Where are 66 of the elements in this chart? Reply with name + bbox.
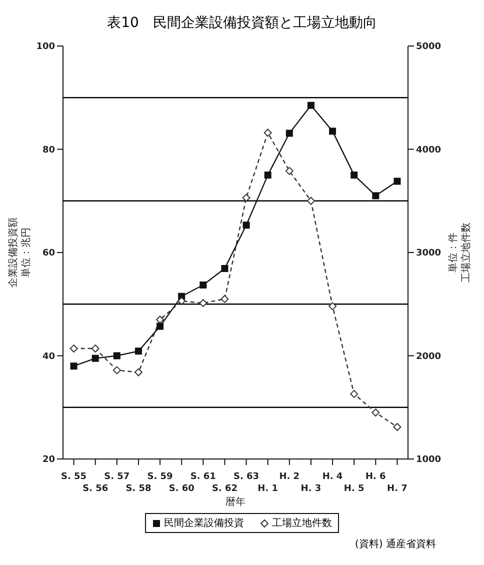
- x-tick-label: S. 56: [82, 484, 108, 494]
- point: [134, 348, 142, 355]
- point: [200, 282, 207, 289]
- point: [220, 294, 229, 303]
- point: [329, 128, 336, 135]
- point: [221, 265, 228, 272]
- y-tick-label: 40: [42, 352, 55, 362]
- y2-tick-label: 4000: [416, 145, 442, 156]
- point: [70, 344, 78, 353]
- point: [199, 299, 208, 308]
- x-tick-label: S. 63: [234, 472, 260, 482]
- point: [113, 352, 120, 360]
- chart-title: 表10 民間企業設備投資額と工場立地動向: [106, 14, 378, 33]
- x-tick-label: H. 1: [258, 484, 278, 494]
- text: (資料) 通産省資料: [354, 538, 437, 551]
- point: [70, 362, 78, 370]
- point: [285, 166, 294, 175]
- y2-tick-label: 1000: [416, 455, 442, 466]
- legend-label: 工場立地件数: [272, 516, 332, 530]
- point: [306, 196, 315, 205]
- point: [91, 344, 100, 353]
- point: [156, 316, 164, 324]
- point: [92, 354, 99, 362]
- x-axis-title: 暦年: [226, 496, 246, 508]
- x-tick-label: H. 7: [387, 484, 408, 494]
- x-tick-label: H. 4: [322, 472, 343, 482]
- x-tick-label: S. 55: [61, 472, 87, 482]
- x-tick-label: S. 59: [147, 472, 173, 482]
- x-tick-label: H. 5: [344, 484, 364, 494]
- x-tick-label: S. 62: [212, 484, 238, 494]
- point: [307, 102, 314, 109]
- y-tick-label: 60: [42, 248, 55, 259]
- point: [394, 178, 401, 185]
- y-axis-title: 企業設備投資額: [7, 218, 19, 288]
- text: 単位：件: [447, 232, 459, 272]
- y2-tick-label: 5000: [416, 42, 442, 52]
- point: [264, 172, 272, 179]
- x-tick-label: S. 58: [126, 484, 152, 494]
- y-tick-label: 80: [42, 145, 55, 156]
- point: [372, 192, 380, 200]
- legend-label: 民間企業設備投資: [164, 516, 244, 530]
- point: [156, 322, 164, 330]
- y2-tick-label: 2000: [416, 352, 442, 362]
- x-tick-label: S. 57: [104, 472, 130, 482]
- point: [264, 128, 272, 137]
- text: 単位：兆円: [20, 228, 32, 278]
- point: [350, 172, 358, 179]
- point: [372, 408, 380, 417]
- x-tick-label: S. 61: [190, 472, 216, 482]
- y-tick-label: 100: [36, 42, 55, 52]
- point: [286, 130, 293, 137]
- point: [112, 366, 121, 374]
- point: [393, 422, 402, 431]
- point: [350, 390, 358, 398]
- point: [242, 222, 250, 229]
- point: [242, 194, 250, 202]
- x-tick-label: H. 3: [300, 484, 322, 494]
- point: [134, 368, 142, 376]
- x-tick-label: H. 2: [279, 472, 300, 482]
- point: [178, 297, 186, 306]
- x-tick-label: S. 60: [168, 484, 194, 494]
- x-tick-label: H. 6: [365, 472, 386, 482]
- y2-axis-title: 工場立地件数: [460, 222, 472, 282]
- y-tick-label: 20: [42, 455, 55, 466]
- y2-tick-label: 3000: [416, 248, 442, 259]
- point: [328, 302, 337, 310]
